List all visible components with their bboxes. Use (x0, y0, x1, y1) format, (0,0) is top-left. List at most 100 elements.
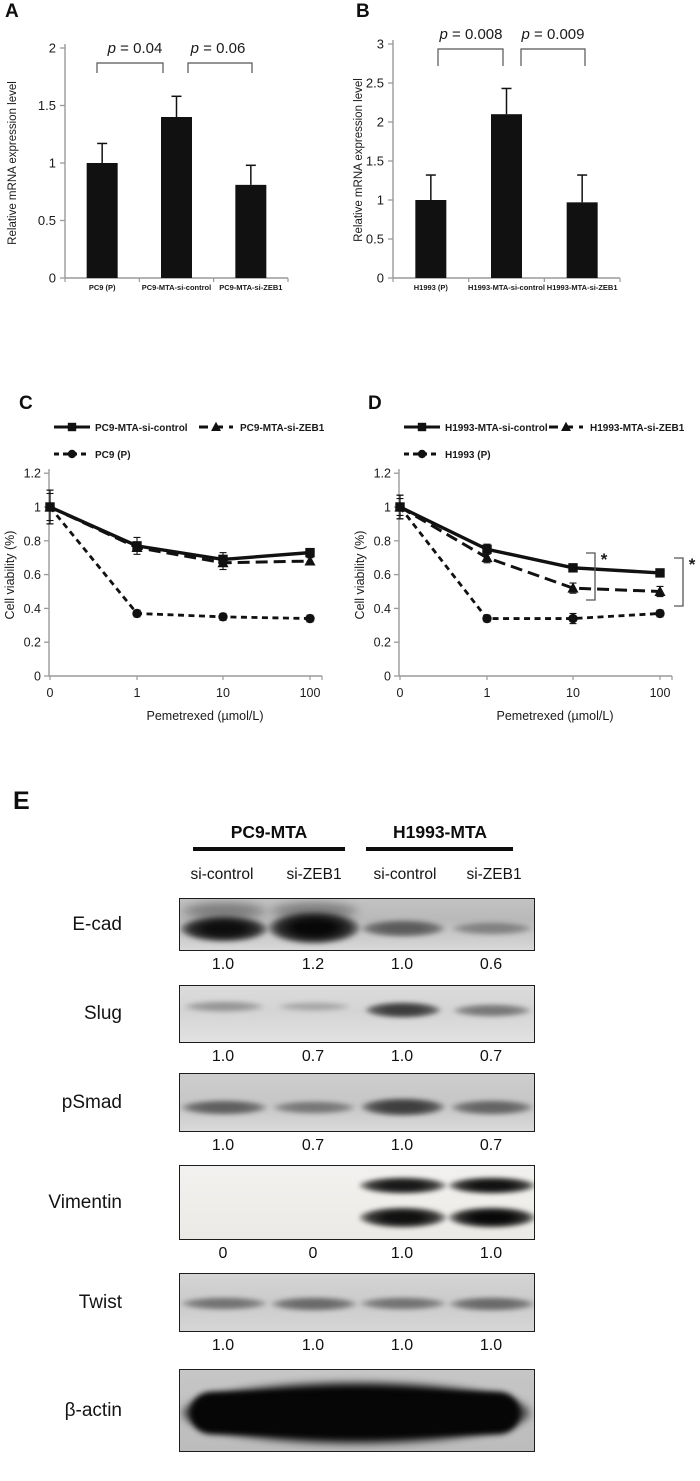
bar (566, 202, 598, 278)
band (365, 1002, 441, 1019)
blot-lane-label: si-control (190, 866, 254, 883)
circle-marker (655, 608, 665, 619)
blot-image-6 (179, 1369, 535, 1452)
blot-quantification-value: 0.7 (479, 1048, 503, 1065)
band (451, 1099, 533, 1115)
blot-quantification-value: 1.0 (390, 1137, 414, 1154)
bar (161, 117, 192, 278)
square-marker (568, 563, 578, 573)
x-category-label: PC9-MTA-si-control (142, 283, 211, 292)
p-value-label: p = 0.008 (439, 26, 503, 43)
y-tick-label: 1 (384, 501, 391, 515)
blot-protein-label: Slug (83, 1003, 122, 1024)
triangle-marker (481, 551, 493, 563)
y-tick-label: 0.4 (24, 602, 41, 616)
series-line (399, 505, 661, 575)
y-tick-label: 0.6 (374, 568, 391, 582)
legend-circle-marker (67, 449, 77, 459)
panel-d-letter: D (368, 393, 382, 414)
series-line (49, 505, 311, 562)
circle-marker (305, 613, 315, 624)
blot-quantification-value: 1.0 (390, 1337, 414, 1354)
legend-label: PC9-MTA-si-control (95, 423, 188, 434)
blot-quantification-value: 1.0 (479, 1245, 503, 1262)
blot-image-1 (179, 898, 535, 951)
legend-square-marker (67, 422, 77, 432)
band (273, 1100, 355, 1114)
significance-bracket (187, 62, 253, 73)
legend-triangle-marker (211, 421, 221, 431)
y-axis-title: Cell viability (%) (3, 531, 17, 620)
legend-label: H1993-MTA-si-ZEB1 (590, 423, 685, 434)
triangle-marker (567, 582, 579, 593)
circle-marker (568, 613, 578, 624)
y-tick-label: 2 (377, 115, 384, 130)
blot-group-underline (193, 847, 345, 851)
y-axis-title: Relative mRNA expression level (7, 81, 19, 245)
significance-bracket (586, 552, 596, 601)
blot-quantification-value: 1.0 (390, 956, 414, 973)
blot-quantification-value: 0.6 (479, 956, 503, 973)
band (448, 1206, 534, 1228)
y-tick-label: 1.2 (24, 467, 41, 481)
series-line (48, 506, 311, 620)
x-category-label: PC9-MTA-si-ZEB1 (219, 283, 282, 292)
merged-band-core (190, 1392, 520, 1434)
x-tick-label: 0 (47, 686, 54, 700)
circle-marker (395, 502, 405, 512)
band (181, 1099, 267, 1115)
blot-quantification-value: 1.0 (479, 1337, 503, 1354)
legend-square-marker (417, 422, 427, 432)
panel-c-letter: C (19, 393, 33, 414)
p-value-label: p = 0.06 (190, 40, 246, 57)
blot-quantification-value: 1.0 (390, 1245, 414, 1262)
y-tick-label: 1 (34, 501, 41, 515)
square-marker (305, 547, 315, 558)
y-tick-label: 1 (377, 193, 384, 208)
blot-protein-label: Twist (78, 1291, 122, 1313)
y-tick-label: 0 (384, 670, 391, 684)
band (453, 1003, 531, 1017)
series-line (399, 505, 661, 593)
x-tick-label: 100 (650, 686, 671, 700)
y-axis-title: Relative mRNA expression level (353, 78, 365, 242)
legend-label: H1993 (P) (445, 450, 491, 461)
significance-bracket (437, 48, 504, 66)
blot-image-5 (179, 1273, 535, 1332)
band (361, 919, 445, 937)
blot-protein-label: E-cad (72, 913, 122, 935)
band (449, 1296, 534, 1311)
bar (86, 163, 118, 278)
blot-quantification-value: 1.0 (211, 1337, 235, 1354)
y-tick-label: 1 (49, 156, 56, 171)
y-tick-label: 0 (49, 271, 56, 286)
y-tick-label: 0.4 (374, 602, 391, 616)
panel-b-letter: B (356, 1, 370, 22)
blot-quantification-value: 0 (308, 1245, 318, 1262)
square-marker (655, 568, 665, 578)
y-tick-label: 2.5 (366, 76, 384, 91)
y-tick-label: 3 (377, 37, 384, 52)
panel-c-line-chart: 0 0.2 0.4 0.6 0.8 1 1.2 0 1 10 100 Pemetrexed (µmol… (3, 421, 325, 723)
x-tick-label: 10 (566, 686, 580, 700)
blot-quantification-value: 1.0 (301, 1337, 325, 1354)
x-category-label: H1993 (P) (414, 283, 449, 292)
band (184, 1000, 264, 1012)
series-line (398, 506, 661, 620)
legend-label: PC9 (P) (95, 450, 131, 461)
significance-bracket (96, 62, 164, 73)
blot-image-2 (179, 985, 535, 1043)
blot-quantification-value: 1.0 (211, 1048, 235, 1065)
triangle-marker (217, 556, 229, 568)
band (271, 1296, 357, 1311)
x-category-label: H1993-MTA-si-ZEB1 (547, 283, 618, 292)
circle-marker (132, 608, 142, 619)
blot-quantification-value: 0 (218, 1245, 228, 1262)
x-tick-label: 0 (397, 686, 404, 700)
legend-label: H1993-MTA-si-control (445, 423, 548, 434)
bar (235, 184, 267, 278)
legend-circle-marker (417, 449, 427, 459)
blot-quantification-row: 1.0 1.2 1.0 0.6 (0, 956, 700, 974)
y-tick-label: 0 (377, 271, 384, 286)
